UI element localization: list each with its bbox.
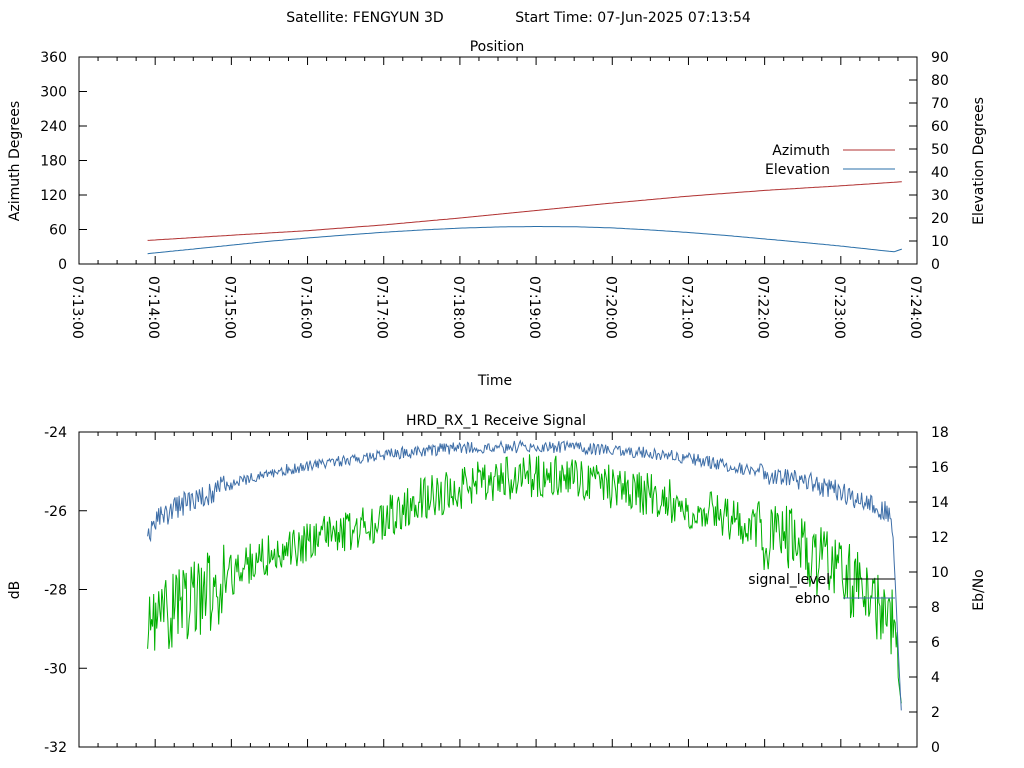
y2-tick-label: 10 <box>931 565 949 581</box>
y-tick-label: -30 <box>44 661 67 677</box>
x-tick-label: 07:13:00 <box>69 276 85 339</box>
x-tick-label: 07:20:00 <box>602 276 618 339</box>
position-ticks: 07:13:00 07:14:00 07:15:00 07:16:00 07:17:00… <box>40 50 949 339</box>
y2-tick-label: 8 <box>931 600 940 616</box>
x-tick-label: 07:22:00 <box>755 276 771 339</box>
position-chart-title: Position <box>470 39 525 55</box>
series-line-signal-level <box>147 454 902 704</box>
series-line-ebno <box>147 439 902 711</box>
position-chart: Position 07:13:00 07:14:00 07:15:00 07:16:0… <box>7 39 987 389</box>
position-y-axis-label: Azimuth Degrees <box>7 101 23 221</box>
signal-y2-axis-label: Eb/No <box>971 569 987 611</box>
y2-tick-label: 18 <box>931 425 949 441</box>
x-tick-label: 07:21:00 <box>678 276 694 339</box>
signal-chart: HRD_RX_1 Receive Signal -32 -30 -28 -26 -24 0… <box>7 413 987 756</box>
y-tick-label: 360 <box>40 50 67 66</box>
start-time-label: Start Time: 07-Jun-2025 07:13:54 <box>515 10 751 26</box>
y-tick-label: 180 <box>40 154 67 170</box>
y2-tick-label: 60 <box>931 119 949 135</box>
y-tick-label: -32 <box>44 740 67 756</box>
x-tick-label: 07:17:00 <box>374 276 390 339</box>
y-tick-label: -24 <box>44 425 67 441</box>
y2-tick-label: 20 <box>931 211 949 227</box>
legend-label: signal_level <box>748 572 830 588</box>
signal-series <box>147 439 902 711</box>
y-tick-label: 120 <box>40 188 67 204</box>
legend-label: ebno <box>795 591 830 607</box>
x-tick-label: 07:19:00 <box>526 276 542 339</box>
signal-ticks: -32 -30 -28 -26 -24 0 2 4 6 8 10 12 14 16 18 <box>44 425 949 756</box>
y2-tick-label: 10 <box>931 234 949 250</box>
y2-tick-label: 90 <box>931 50 949 66</box>
y2-tick-label: 0 <box>931 257 940 273</box>
y2-tick-label: 70 <box>931 96 949 112</box>
legend-label: Elevation <box>765 162 830 178</box>
y-tick-label: 300 <box>40 85 67 101</box>
signal-y-axis-label: dB <box>7 581 23 600</box>
y-tick-label: 0 <box>58 257 67 273</box>
x-tick-label: 07:14:00 <box>145 276 161 339</box>
position-y2-axis-label: Elevation Degrees <box>971 97 987 225</box>
position-series <box>147 181 902 255</box>
y2-tick-label: 14 <box>931 495 949 511</box>
satellite-label: Satellite: FENGYUN 3D <box>286 10 443 26</box>
x-tick-label: 07:24:00 <box>907 276 923 339</box>
y2-tick-label: 12 <box>931 530 949 546</box>
y-tick-label: 240 <box>40 119 67 135</box>
position-x-axis-label: Time <box>477 373 512 389</box>
position-legend: Azimuth Elevation <box>765 143 895 178</box>
y-tick-label: -28 <box>44 583 67 599</box>
y2-tick-label: 16 <box>931 460 949 476</box>
y2-tick-label: 80 <box>931 73 949 89</box>
y2-tick-label: 0 <box>931 740 940 756</box>
y2-tick-label: 40 <box>931 165 949 181</box>
series-line-elevation <box>147 226 902 255</box>
series-line-azimuth <box>147 181 902 241</box>
y-tick-label: 60 <box>49 223 67 239</box>
y2-tick-label: 2 <box>931 705 940 721</box>
y2-tick-label: 50 <box>931 142 949 158</box>
y2-tick-label: 30 <box>931 188 949 204</box>
signal-chart-title: HRD_RX_1 Receive Signal <box>406 413 586 429</box>
legend-label: Azimuth <box>772 143 830 159</box>
x-tick-label: 07:18:00 <box>450 276 466 339</box>
y-tick-label: -26 <box>44 504 67 520</box>
x-tick-label: 07:15:00 <box>221 276 237 339</box>
x-tick-label: 07:16:00 <box>298 276 314 339</box>
y2-tick-label: 6 <box>931 635 940 651</box>
y2-tick-label: 4 <box>931 670 940 686</box>
x-tick-label: 07:23:00 <box>831 276 847 339</box>
